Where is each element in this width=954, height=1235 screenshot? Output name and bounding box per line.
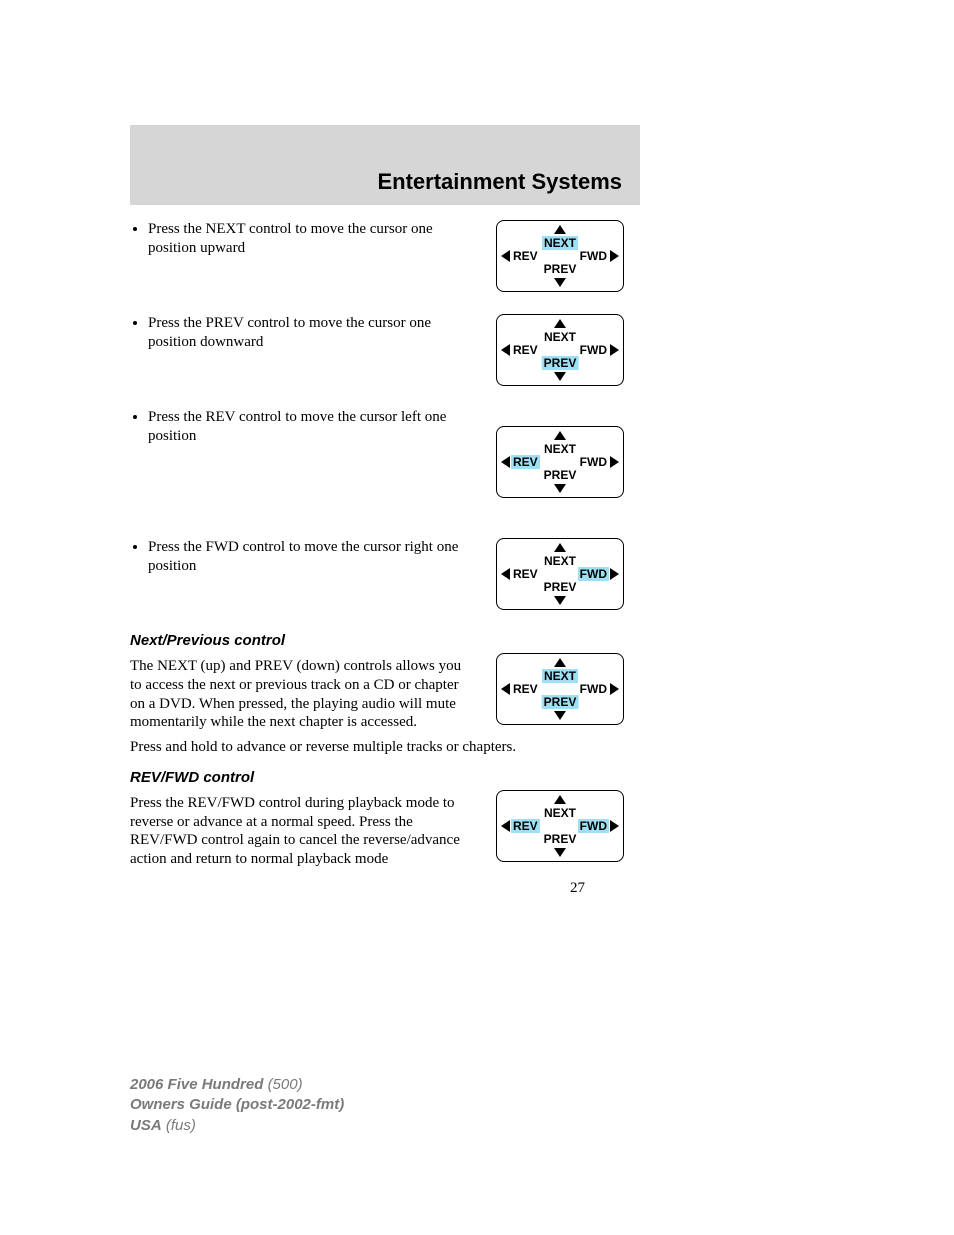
instruction-row: Press the NEXT control to move the curso…	[130, 220, 640, 292]
triangle-down-icon	[554, 848, 566, 857]
dpad-diagram: NEXT PREV REV FWD	[496, 314, 624, 386]
dpad-label-prev: PREV	[542, 356, 579, 370]
dpad-label-next: NEXT	[542, 669, 578, 683]
paragraph: Press the REV/FWD control during playbac…	[130, 794, 462, 869]
triangle-right-icon	[610, 456, 619, 468]
instruction-row: Press the REV control to move the cursor…	[130, 408, 640, 498]
dpad-label-fwd: FWD	[578, 249, 609, 263]
dpad-label-prev: PREV	[542, 262, 579, 276]
triangle-left-icon	[501, 820, 510, 832]
footer-model-code: (500)	[268, 1076, 303, 1093]
footer-model: 2006 Five Hundred	[130, 1076, 263, 1093]
footer-line: USA (fus)	[130, 1116, 344, 1136]
dpad-diagram: NEXT PREV REV FWD	[496, 538, 624, 610]
dpad-label-fwd: FWD	[578, 682, 609, 696]
triangle-right-icon	[610, 344, 619, 356]
section-row: The NEXT (up) and PREV (down) controls a…	[130, 653, 640, 738]
triangle-up-icon	[554, 319, 566, 328]
dpad-diagram-wrap: NEXT PREV REV FWD	[480, 314, 640, 386]
section-heading-next-prev: Next/Previous control	[130, 632, 640, 649]
triangle-down-icon	[554, 711, 566, 720]
triangle-up-icon	[554, 543, 566, 552]
instruction-text: Press the FWD control to move the cursor…	[130, 538, 480, 576]
footer-region: USA	[130, 1117, 162, 1134]
paragraph: The NEXT (up) and PREV (down) controls a…	[130, 657, 462, 732]
dpad-diagram: NEXT PREV REV FWD	[496, 790, 624, 862]
instruction-text: Press the PREV control to move the curso…	[130, 314, 480, 352]
dpad-diagram: NEXT PREV REV FWD	[496, 220, 624, 292]
footer-line: 2006 Five Hundred (500)	[130, 1075, 344, 1095]
dpad-label-rev: REV	[511, 343, 540, 357]
dpad-label-next: NEXT	[542, 236, 578, 250]
dpad-diagram-wrap: NEXT PREV REV FWD	[480, 220, 640, 292]
triangle-down-icon	[554, 596, 566, 605]
dpad-diagram-wrap: NEXT PREV REV FWD	[480, 408, 640, 498]
triangle-right-icon	[610, 820, 619, 832]
dpad-label-fwd: FWD	[578, 343, 609, 357]
dpad-label-next: NEXT	[542, 330, 578, 344]
dpad-diagram-wrap: NEXT PREV REV FWD	[480, 653, 640, 725]
triangle-left-icon	[501, 568, 510, 580]
instruction-row: Press the FWD control to move the cursor…	[130, 538, 640, 610]
dpad-label-rev: REV	[511, 455, 540, 469]
dpad-label-fwd: FWD	[578, 819, 609, 833]
triangle-left-icon	[501, 250, 510, 262]
footer-guide: Owners Guide (post-2002-fmt)	[130, 1096, 344, 1113]
section-row: Press the REV/FWD control during playbac…	[130, 790, 640, 875]
dpad-label-rev: REV	[511, 682, 540, 696]
dpad-label-next: NEXT	[542, 554, 578, 568]
section-header: Entertainment Systems	[130, 125, 640, 205]
triangle-down-icon	[554, 278, 566, 287]
dpad-label-prev: PREV	[542, 832, 579, 846]
page-number: 27	[570, 880, 585, 897]
bullet-item: Press the FWD control to move the cursor…	[148, 538, 462, 576]
dpad-diagram: NEXT PREV REV FWD	[496, 653, 624, 725]
section-heading-rev-fwd: REV/FWD control	[130, 769, 640, 786]
triangle-down-icon	[554, 484, 566, 493]
triangle-up-icon	[554, 225, 566, 234]
triangle-up-icon	[554, 795, 566, 804]
triangle-up-icon	[554, 431, 566, 440]
triangle-right-icon	[610, 250, 619, 262]
dpad-label-rev: REV	[511, 819, 540, 833]
triangle-left-icon	[501, 456, 510, 468]
instruction-text: Press the NEXT control to move the curso…	[130, 220, 480, 258]
dpad-diagram-wrap: NEXT PREV REV FWD	[480, 790, 640, 862]
triangle-right-icon	[610, 683, 619, 695]
section-text: The NEXT (up) and PREV (down) controls a…	[130, 653, 480, 738]
dpad-label-next: NEXT	[542, 442, 578, 456]
dpad-label-fwd: FWD	[578, 455, 609, 469]
dpad-label-rev: REV	[511, 249, 540, 263]
instruction-row: Press the PREV control to move the curso…	[130, 314, 640, 386]
bullet-item: Press the PREV control to move the curso…	[148, 314, 462, 352]
triangle-down-icon	[554, 372, 566, 381]
triangle-left-icon	[501, 344, 510, 356]
main-content: Press the NEXT control to move the curso…	[130, 220, 640, 897]
triangle-up-icon	[554, 658, 566, 667]
dpad-label-fwd: FWD	[578, 567, 609, 581]
dpad-label-prev: PREV	[542, 580, 579, 594]
dpad-label-rev: REV	[511, 567, 540, 581]
triangle-right-icon	[610, 568, 619, 580]
dpad-diagram-wrap: NEXT PREV REV FWD	[480, 538, 640, 610]
footer-line: Owners Guide (post-2002-fmt)	[130, 1095, 344, 1115]
footer-region-code: (fus)	[166, 1117, 196, 1134]
bullet-item: Press the REV control to move the cursor…	[148, 408, 462, 446]
dpad-label-prev: PREV	[542, 695, 579, 709]
dpad-label-next: NEXT	[542, 806, 578, 820]
instruction-text: Press the REV control to move the cursor…	[130, 408, 480, 446]
footer: 2006 Five Hundred (500) Owners Guide (po…	[130, 1075, 344, 1136]
triangle-left-icon	[501, 683, 510, 695]
dpad-label-prev: PREV	[542, 468, 579, 482]
section-text: Press the REV/FWD control during playbac…	[130, 790, 480, 875]
page-title: Entertainment Systems	[377, 169, 622, 195]
bullet-item: Press the NEXT control to move the curso…	[148, 220, 462, 258]
paragraph: Press and hold to advance or reverse mul…	[130, 738, 640, 757]
dpad-diagram: NEXT PREV REV FWD	[496, 426, 624, 498]
